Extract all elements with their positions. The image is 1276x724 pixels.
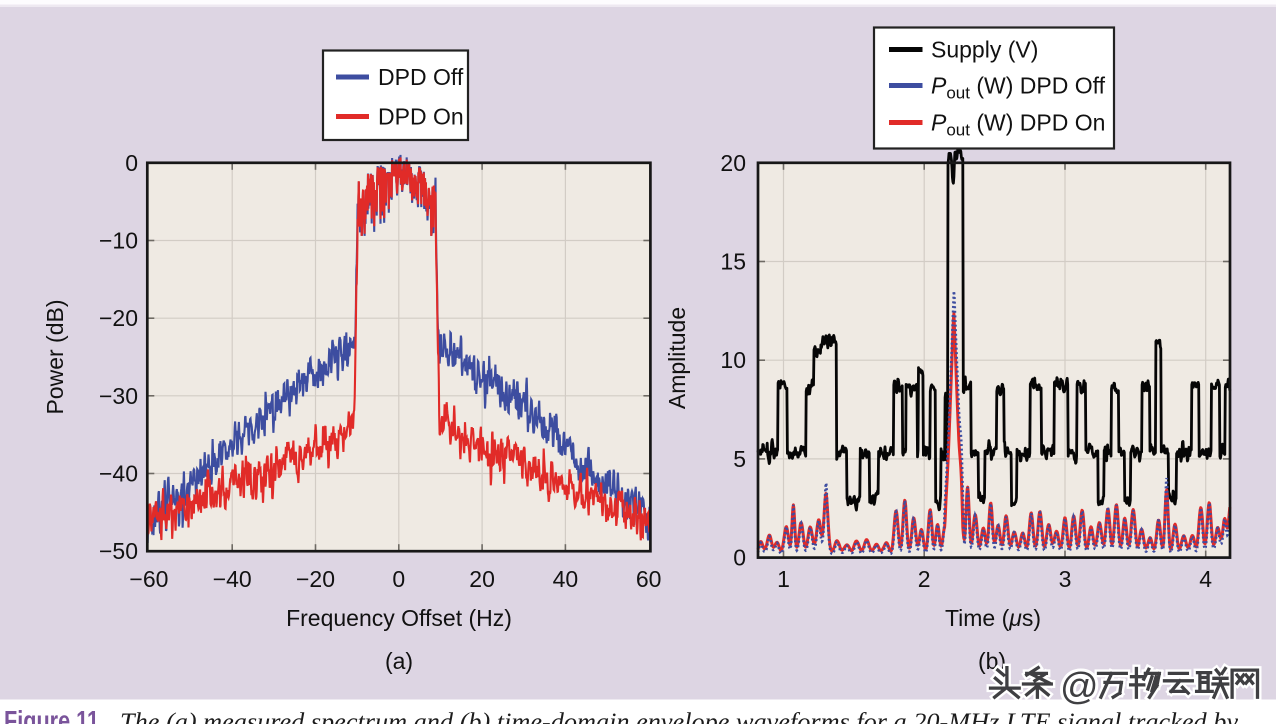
svg-text:0: 0: [125, 150, 138, 176]
svg-text:−30: −30: [99, 383, 138, 409]
svg-text:−50: −50: [99, 538, 138, 564]
svg-text:−60: −60: [129, 566, 168, 592]
svg-text:−40: −40: [213, 566, 252, 592]
svg-text:−20: −20: [99, 305, 138, 331]
svg-text:2: 2: [918, 566, 931, 592]
svg-text:DPD Off: DPD Off: [378, 64, 464, 90]
svg-text:Frequency Offset (Hz): Frequency Offset (Hz): [286, 605, 512, 631]
svg-text:Time (μs): Time (μs): [945, 605, 1041, 631]
svg-text:20: 20: [720, 150, 746, 176]
svg-text:Pout (W) DPD On: Pout (W) DPD On: [931, 110, 1105, 140]
svg-text:@: @: [1060, 666, 1099, 708]
svg-text:60: 60: [636, 566, 662, 592]
svg-text:1: 1: [777, 566, 790, 592]
svg-text:3: 3: [1059, 566, 1072, 592]
svg-text:Power (dB): Power (dB): [42, 299, 68, 414]
svg-text:5: 5: [733, 446, 746, 472]
svg-text:10: 10: [720, 347, 746, 373]
svg-text:Figure 11.: Figure 11.: [4, 705, 105, 724]
svg-text:4: 4: [1199, 566, 1212, 592]
svg-text:−40: −40: [99, 461, 138, 487]
svg-text:−10: −10: [99, 228, 138, 254]
svg-text:0: 0: [733, 545, 746, 571]
svg-text:40: 40: [553, 566, 579, 592]
svg-text:(a): (a): [385, 648, 413, 674]
svg-text:15: 15: [720, 249, 746, 275]
svg-text:@: @: [1060, 666, 1099, 708]
svg-text:0: 0: [392, 566, 405, 592]
svg-text:−20: −20: [296, 566, 335, 592]
svg-text:Pout (W) DPD Off: Pout (W) DPD Off: [931, 73, 1106, 103]
svg-text:20: 20: [469, 566, 495, 592]
svg-text:DPD On: DPD On: [378, 104, 464, 130]
svg-text:Supply (V): Supply (V): [931, 37, 1038, 63]
svg-text:The (a) measured spectrum and: The (a) measured spectrum and (b) time-d…: [120, 709, 1239, 724]
svg-text:Amplitude: Amplitude: [664, 307, 690, 409]
